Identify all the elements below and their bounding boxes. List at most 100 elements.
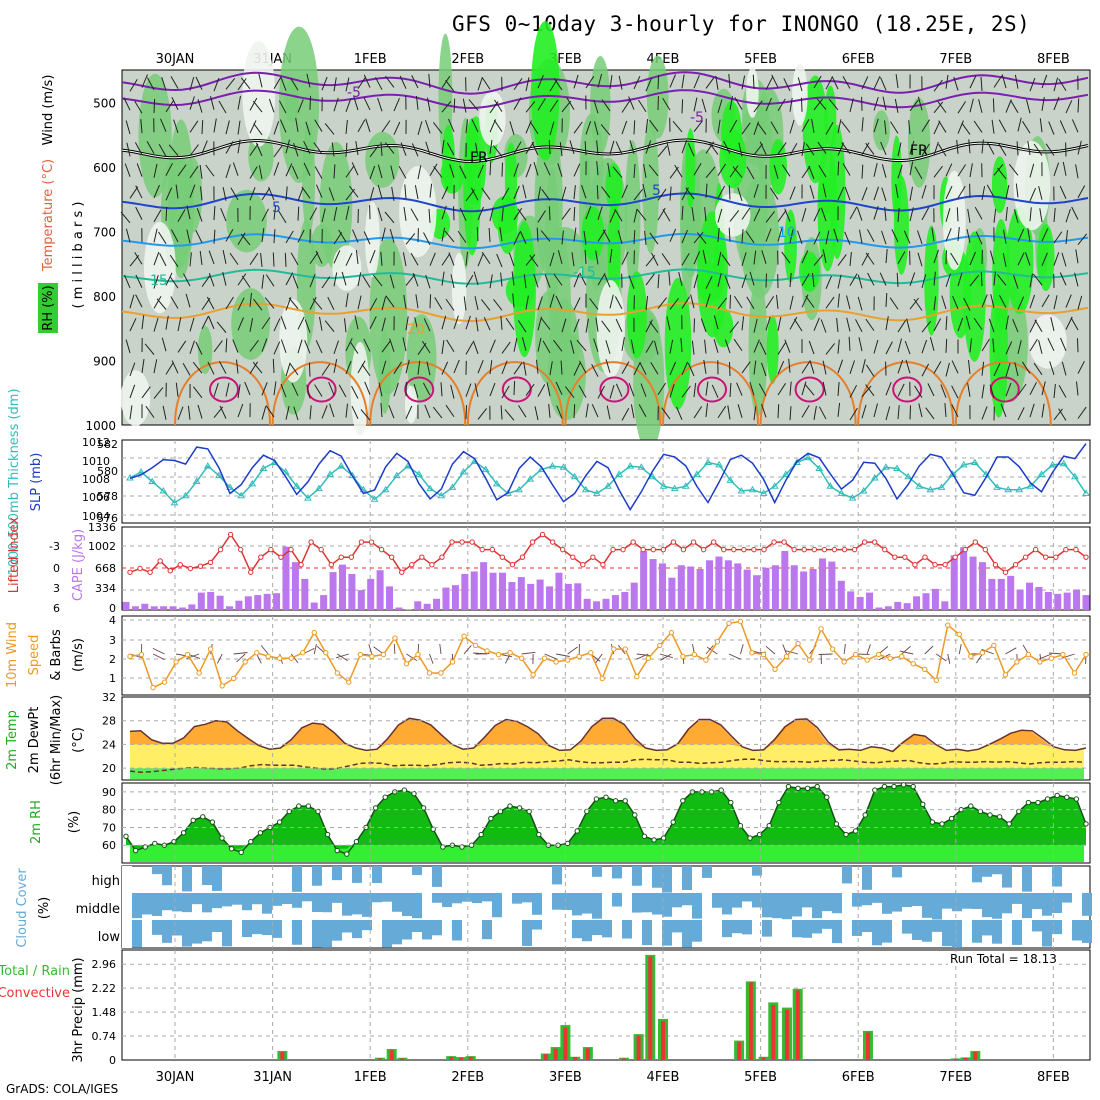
wind-speed-series-marker	[461, 633, 467, 639]
cloud-cell	[372, 866, 382, 883]
barb	[917, 230, 923, 244]
isotherm-20	[121, 302, 1089, 323]
barb	[857, 274, 863, 289]
barb	[1075, 249, 1079, 264]
barb	[169, 254, 179, 268]
thickness-series-marker	[837, 489, 846, 496]
barb	[969, 274, 980, 287]
barb	[544, 274, 551, 288]
barb	[701, 98, 707, 113]
cloud-cell	[822, 893, 832, 912]
cape-bar	[706, 560, 714, 610]
barb-10m	[636, 653, 649, 660]
barb	[523, 361, 527, 376]
precip-conv-bar	[805, 1059, 810, 1060]
barb	[921, 143, 930, 157]
cloud-cell	[222, 893, 232, 907]
cloud-cell	[642, 893, 652, 913]
barb	[781, 164, 791, 177]
rh2m-series-marker	[123, 833, 129, 840]
barb	[717, 119, 721, 134]
cloud-cell	[872, 920, 882, 946]
thickness-series-marker	[926, 485, 935, 493]
barb	[385, 75, 395, 88]
slp-series	[129, 443, 1087, 512]
barb	[403, 294, 407, 309]
wind-speed-series-marker	[910, 661, 916, 667]
cape-bar	[903, 603, 911, 610]
lifted-index-series-marker	[892, 554, 898, 560]
barb	[153, 275, 159, 289]
barb	[512, 293, 515, 308]
wind-speed-series-marker	[634, 673, 640, 680]
barb	[258, 73, 263, 88]
barb	[403, 206, 407, 221]
isotherm-30-loop	[794, 376, 825, 403]
cloud-cell	[902, 893, 912, 908]
barb	[597, 385, 605, 399]
barb	[945, 185, 953, 200]
barb	[285, 230, 294, 244]
barb	[189, 76, 195, 91]
wind-speed-series-marker	[1048, 655, 1055, 661]
barb	[809, 360, 815, 374]
barb	[284, 252, 287, 267]
rh-blob-dry	[399, 166, 437, 258]
barb	[333, 232, 343, 245]
cape-bar	[847, 591, 855, 610]
barb	[501, 385, 510, 399]
barb	[644, 230, 647, 245]
lifted-index-series-marker	[399, 569, 405, 575]
barb	[489, 274, 493, 289]
barb	[705, 183, 708, 198]
wind-speed-series-marker	[956, 631, 963, 638]
barb	[1025, 252, 1031, 266]
barb-10m	[595, 653, 603, 664]
barb	[753, 360, 757, 375]
wind-speed-series-marker	[138, 651, 145, 658]
barb	[433, 165, 443, 178]
barb	[475, 142, 479, 157]
barb	[525, 254, 536, 266]
rh2m-series-marker	[478, 831, 484, 838]
cloud-cell	[202, 920, 212, 942]
barb	[357, 119, 366, 133]
barb	[345, 252, 353, 266]
lifted-index-series-marker	[912, 562, 918, 568]
barb	[170, 76, 179, 89]
barb	[429, 252, 436, 266]
barb	[777, 342, 786, 355]
barb	[999, 295, 1007, 308]
barb	[338, 229, 347, 243]
barb	[124, 274, 131, 289]
barb	[729, 294, 731, 309]
barb	[477, 76, 483, 91]
rh2m-series-marker	[1073, 796, 1080, 802]
barb	[633, 362, 641, 376]
wind-speed-series-marker	[1025, 651, 1032, 658]
barb	[906, 318, 911, 333]
date-label-top: 30JAN	[156, 52, 195, 67]
barb	[797, 77, 803, 92]
lifted-index-series-marker	[962, 546, 968, 553]
barb-10m	[705, 645, 714, 655]
thickness-series-marker	[681, 482, 690, 489]
barb	[189, 120, 199, 133]
barb	[873, 186, 879, 201]
barb	[278, 100, 287, 114]
barb	[609, 209, 617, 223]
temp2m-unit: (°C)	[71, 727, 86, 753]
barb	[225, 382, 230, 397]
thickness-series-marker	[715, 460, 724, 468]
run-total-label: Run Total = 18.13	[948, 952, 1059, 966]
barb	[273, 121, 280, 135]
cloud-cell	[182, 920, 192, 947]
barb	[861, 142, 870, 155]
barb	[1000, 403, 1007, 417]
barb	[345, 119, 348, 134]
barb	[642, 183, 647, 198]
barb	[606, 405, 611, 420]
cape-bar	[969, 556, 977, 610]
barb	[273, 145, 283, 158]
barb	[201, 316, 209, 330]
